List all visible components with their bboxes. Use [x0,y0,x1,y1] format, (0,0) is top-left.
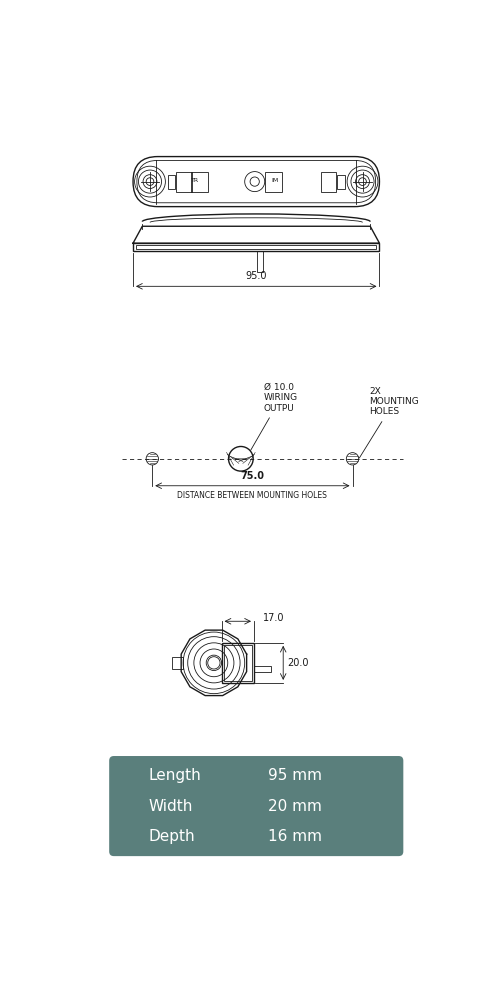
Bar [254,666,271,672]
Bar [321,172,336,192]
Text: 75.0: 75.0 [240,471,264,481]
Bar [224,645,252,681]
Text: Width: Width [148,799,193,814]
Text: 17.0: 17.0 [263,613,284,623]
Text: Ø 10.0
WIRING
OUTPU: Ø 10.0 WIRING OUTPU [250,383,298,450]
Text: 16 mm: 16 mm [268,829,322,844]
Text: TR: TR [192,178,200,183]
Text: 95.0: 95.0 [246,271,267,281]
Text: Length: Length [148,768,201,783]
Text: 2X
MOUNTING
HOLES: 2X MOUNTING HOLES [360,387,419,458]
Bar [172,657,183,669]
Bar [176,172,192,192]
Bar [264,172,281,192]
Bar [337,175,345,189]
Bar [257,251,263,272]
Text: IM: IM [271,178,278,183]
Bar [133,243,380,251]
Text: 20 mm: 20 mm [268,799,322,814]
Bar [191,172,208,192]
Bar [168,175,175,189]
Bar [136,245,376,249]
Text: 20.0: 20.0 [287,658,308,668]
Text: 95 mm: 95 mm [268,768,322,783]
FancyBboxPatch shape [109,756,404,856]
Text: DISTANCE BETWEEN MOUNTING HOLES: DISTANCE BETWEEN MOUNTING HOLES [178,491,328,500]
Bar [222,643,254,683]
Text: Depth: Depth [148,829,195,844]
